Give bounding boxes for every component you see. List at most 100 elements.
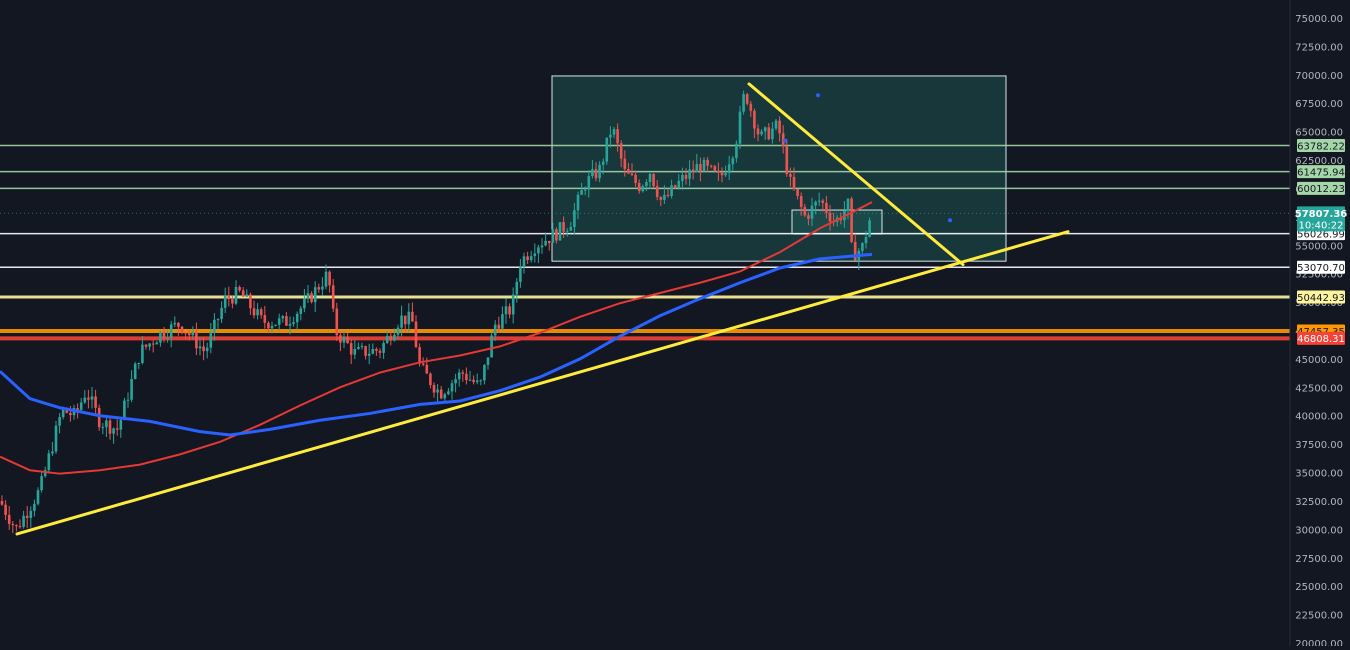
candle xyxy=(213,313,216,341)
candle-body xyxy=(576,194,580,211)
candle xyxy=(799,192,803,216)
level-tag-bg xyxy=(1297,331,1345,345)
price-axis-labels: 63782.22 61475.94 60012.23 56026.99 53070.70… xyxy=(1295,138,1347,345)
candle-body xyxy=(313,287,317,303)
candle-body xyxy=(691,169,695,173)
candle-body xyxy=(353,348,357,355)
candle xyxy=(429,372,432,389)
candle-body xyxy=(349,343,353,355)
candle-body xyxy=(141,344,144,363)
candle-body xyxy=(749,103,753,111)
candle-body xyxy=(519,267,522,282)
candle-body xyxy=(533,253,537,257)
candle xyxy=(789,167,792,187)
candle xyxy=(691,160,695,180)
candle-body xyxy=(389,335,393,341)
candle xyxy=(321,277,324,296)
candle-body xyxy=(227,295,231,299)
candle xyxy=(745,92,749,106)
y-tick-label: 72500.00 xyxy=(1295,42,1343,53)
candle xyxy=(202,336,205,361)
candle-body xyxy=(760,131,763,135)
candle-body xyxy=(558,222,562,241)
candle xyxy=(605,137,609,165)
candle xyxy=(141,336,144,365)
candle-body xyxy=(292,322,295,324)
price-axis[interactable]: 75000.00 72500.00 70000.00 67500.00 65000.00… xyxy=(1289,0,1350,650)
candle xyxy=(105,417,108,437)
candle-body xyxy=(753,110,756,129)
candle xyxy=(313,281,317,313)
candle-body xyxy=(544,240,547,246)
candle xyxy=(868,217,871,238)
candle xyxy=(817,192,821,207)
candle-body xyxy=(486,357,490,365)
candle-body xyxy=(331,285,335,309)
candle-body xyxy=(187,333,191,336)
candle xyxy=(547,240,551,251)
candle xyxy=(475,373,479,385)
candle xyxy=(515,277,519,303)
candle-body xyxy=(778,120,781,134)
candle-body xyxy=(432,385,436,393)
candle xyxy=(400,305,403,337)
level-tag-bg xyxy=(1297,165,1345,179)
candle xyxy=(519,258,522,288)
candle xyxy=(461,369,465,382)
candle-body xyxy=(169,324,173,338)
candle-body xyxy=(274,324,277,326)
y-tick-label: 35000.00 xyxy=(1295,469,1343,480)
level-tag-label: 61475.94 xyxy=(1297,167,1345,178)
candle xyxy=(335,302,339,341)
candle-body xyxy=(821,200,825,204)
candle xyxy=(735,140,738,163)
candle-body xyxy=(472,379,475,383)
candle-body xyxy=(720,172,724,176)
candle-body xyxy=(789,174,792,177)
candle xyxy=(742,90,745,115)
candle xyxy=(195,322,198,356)
candle xyxy=(677,174,681,190)
candle-body xyxy=(400,315,403,328)
rectangle-zones[interactable] xyxy=(551,75,1007,262)
candle-body xyxy=(36,490,40,504)
candle xyxy=(785,138,789,177)
trendline-2 xyxy=(747,82,965,267)
candle-body xyxy=(580,190,583,195)
candle-body xyxy=(382,342,385,353)
candle-body xyxy=(342,336,346,343)
candle xyxy=(627,162,630,174)
candle-body xyxy=(238,287,241,291)
candle-body xyxy=(191,331,195,336)
candle xyxy=(447,387,450,396)
candle xyxy=(97,404,101,431)
candle xyxy=(231,295,234,309)
candle-body xyxy=(83,397,87,403)
candle-body xyxy=(11,523,15,526)
candle xyxy=(825,195,828,219)
level-tag-label: 63782.22 xyxy=(1297,141,1345,152)
candle-body xyxy=(648,173,652,183)
candle xyxy=(177,322,180,336)
trendlines[interactable] xyxy=(15,82,1070,536)
candle-body xyxy=(87,397,90,400)
candle-body xyxy=(547,240,551,244)
candle-body xyxy=(407,311,411,325)
candle xyxy=(450,380,454,400)
candle-body xyxy=(454,379,457,384)
candle xyxy=(663,185,666,205)
candle-body xyxy=(493,324,497,336)
candle xyxy=(267,321,270,334)
candle xyxy=(760,129,763,136)
candle-body xyxy=(799,195,803,207)
candle xyxy=(112,427,115,444)
candle xyxy=(87,389,90,409)
candle xyxy=(774,118,778,131)
candle-body xyxy=(717,170,720,173)
candle xyxy=(753,108,756,139)
candle xyxy=(162,326,166,343)
candle xyxy=(659,196,663,207)
